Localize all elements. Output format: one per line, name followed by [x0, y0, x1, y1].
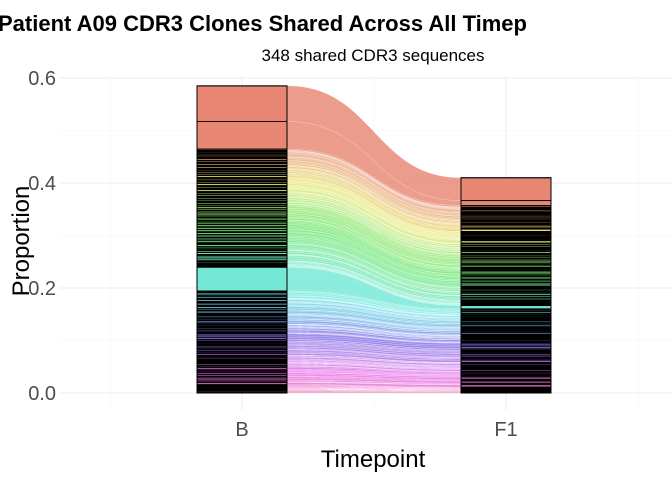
y-tick-label: 0.0 — [28, 383, 56, 405]
x-axis-title: Timepoint — [321, 446, 426, 473]
stratum-segment — [460, 200, 552, 206]
stratum-segment — [460, 305, 552, 310]
x-axis-ticks: B F1 — [235, 419, 517, 441]
y-axis-ticks: 0.0 0.2 0.4 0.6 — [28, 68, 56, 405]
stratum-segment — [460, 177, 552, 202]
stratum-segment — [196, 121, 288, 150]
stratum-outline — [460, 177, 552, 394]
y-tick-label: 0.6 — [28, 68, 56, 90]
stratum-outline — [196, 85, 288, 394]
stratum-segment — [196, 85, 288, 122]
y-tick-label: 0.4 — [28, 173, 56, 195]
alluvial-flows — [286, 85, 462, 394]
chart-subtitle: 348 shared CDR3 sequences — [261, 46, 484, 65]
x-tick-label: F1 — [494, 419, 517, 441]
y-tick-label: 0.2 — [28, 278, 56, 300]
chart-title: Patient A09 CDR3 Clones Shared Across Al… — [0, 11, 527, 36]
strata-bars — [196, 85, 552, 394]
stratum-segment — [196, 266, 288, 292]
y-axis-title: Proportion — [8, 186, 35, 297]
x-tick-label: B — [235, 419, 248, 441]
